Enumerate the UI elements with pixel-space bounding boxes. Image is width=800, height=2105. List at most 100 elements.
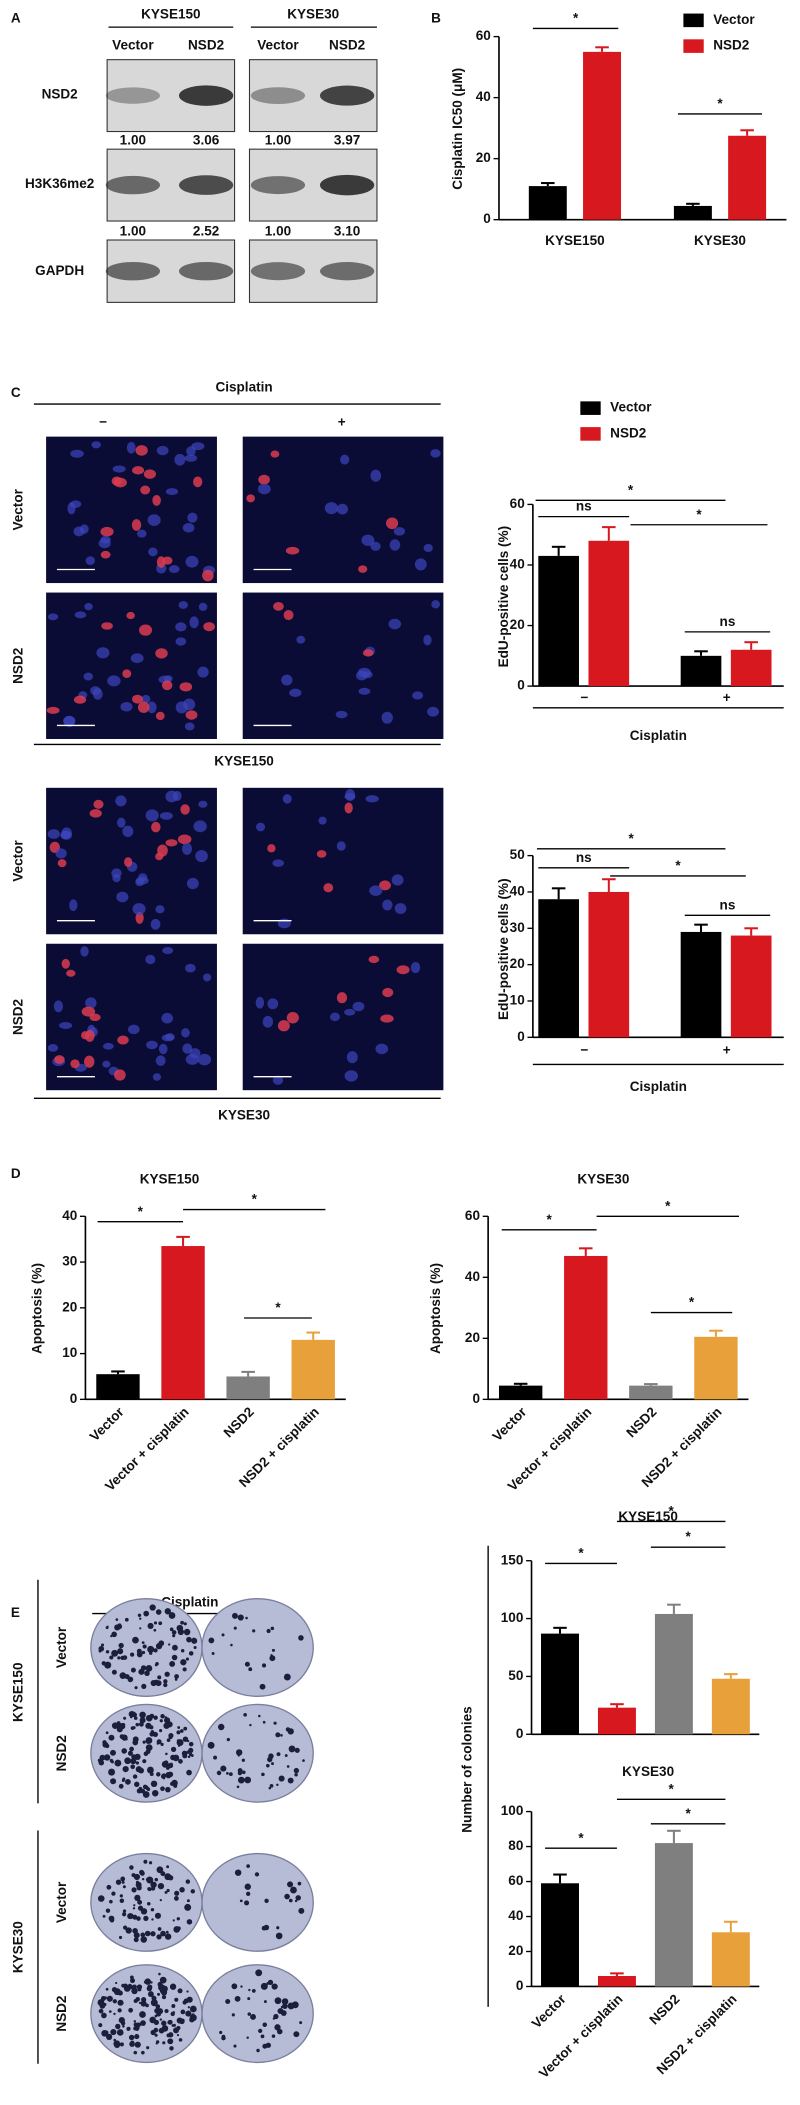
colony — [154, 2014, 158, 2018]
bar — [538, 899, 579, 1038]
nucleus — [85, 997, 97, 1009]
colony — [136, 2022, 142, 2028]
lane-label: Vector — [257, 38, 299, 53]
colony — [282, 2003, 288, 2009]
colony — [161, 2020, 167, 2026]
colony — [141, 1683, 147, 1689]
panel-letter: B — [431, 11, 441, 26]
nucleus — [257, 483, 271, 495]
significance: * — [138, 1204, 144, 1219]
colony — [177, 1628, 185, 1636]
colony — [129, 2041, 135, 2047]
colony — [109, 1655, 114, 1660]
colony — [140, 2000, 147, 2007]
colony — [261, 1925, 267, 1931]
colony — [237, 1754, 240, 1757]
colony — [122, 2025, 125, 2028]
colony — [225, 1999, 231, 2005]
colony — [288, 1898, 293, 1903]
colony — [221, 2034, 226, 2039]
colony — [159, 1898, 162, 1902]
significance: * — [717, 96, 723, 111]
colony — [148, 1861, 153, 1865]
colony — [110, 1760, 114, 1764]
nucleus — [132, 466, 145, 475]
colony — [241, 1770, 246, 1775]
colony — [143, 1610, 150, 1617]
nucleus — [267, 844, 276, 853]
colony — [145, 1738, 151, 1744]
nucleus — [202, 569, 214, 582]
colony — [110, 2028, 117, 2036]
colony — [108, 1915, 115, 1922]
nucleus — [147, 701, 157, 714]
colony — [157, 1935, 160, 1938]
nucleus — [91, 441, 101, 449]
colony — [240, 1985, 243, 1988]
colony — [142, 1791, 150, 1798]
nucleus — [282, 794, 292, 804]
colony — [285, 1727, 291, 1732]
colony — [221, 1633, 225, 1637]
y-tick-label: 0 — [517, 1029, 525, 1044]
colony — [158, 1621, 163, 1626]
colony — [255, 1969, 263, 1977]
nucleus — [414, 558, 427, 571]
colony — [135, 1932, 138, 1935]
nucleus — [101, 622, 113, 630]
bar — [226, 1376, 270, 1400]
legend-swatch — [580, 427, 601, 441]
nucleus — [84, 1055, 95, 1068]
colony — [129, 1865, 134, 1870]
nucleus — [122, 669, 132, 678]
colony — [130, 1667, 136, 1673]
colony — [239, 1899, 243, 1903]
colony — [135, 1880, 140, 1884]
colony — [157, 1992, 161, 1996]
colony — [302, 1759, 305, 1762]
y-tick-label: 60 — [476, 28, 491, 43]
colony — [241, 1758, 245, 1762]
micrograph — [242, 943, 444, 1091]
nucleus — [362, 649, 374, 657]
nucleus — [74, 611, 87, 619]
significance: * — [628, 482, 634, 497]
quantification: 3.97 — [334, 133, 360, 148]
colony — [158, 1984, 165, 1991]
colony — [117, 1648, 124, 1655]
y-tick-label: 40 — [62, 1208, 77, 1223]
colony — [141, 2050, 145, 2055]
colony — [250, 2013, 256, 2020]
nucleus — [352, 1001, 365, 1012]
colony — [98, 2008, 104, 2014]
colony — [116, 1623, 123, 1630]
y-axis-label: EdU-positive cells (%) — [496, 878, 511, 1020]
colony — [185, 1657, 190, 1661]
significance: * — [252, 1192, 258, 1207]
micrograph — [242, 787, 444, 935]
colony — [164, 2008, 169, 2014]
panel-letter: C — [11, 385, 21, 400]
colony — [278, 1775, 285, 1782]
nucleus — [335, 710, 348, 719]
y-axis-label: Cisplatin IC50 (μM) — [450, 68, 465, 190]
colony — [246, 1864, 250, 1868]
colony — [115, 1618, 119, 1621]
nucleus — [370, 541, 381, 551]
legend-label: NSD2 — [610, 425, 646, 440]
colony — [125, 1778, 131, 1785]
colony — [154, 1912, 162, 1919]
nucleus — [187, 512, 198, 523]
panel-letter: D — [11, 1166, 21, 1181]
colony — [138, 2001, 142, 2005]
bar — [564, 1255, 608, 1400]
colony — [163, 1679, 168, 1684]
nucleus — [165, 488, 179, 496]
nucleus — [135, 445, 148, 456]
colony — [180, 2009, 186, 2015]
colony — [248, 1667, 253, 1672]
colony — [118, 1642, 124, 1649]
colony — [193, 1645, 197, 1650]
nucleus — [111, 868, 122, 879]
colony — [271, 1983, 278, 1990]
